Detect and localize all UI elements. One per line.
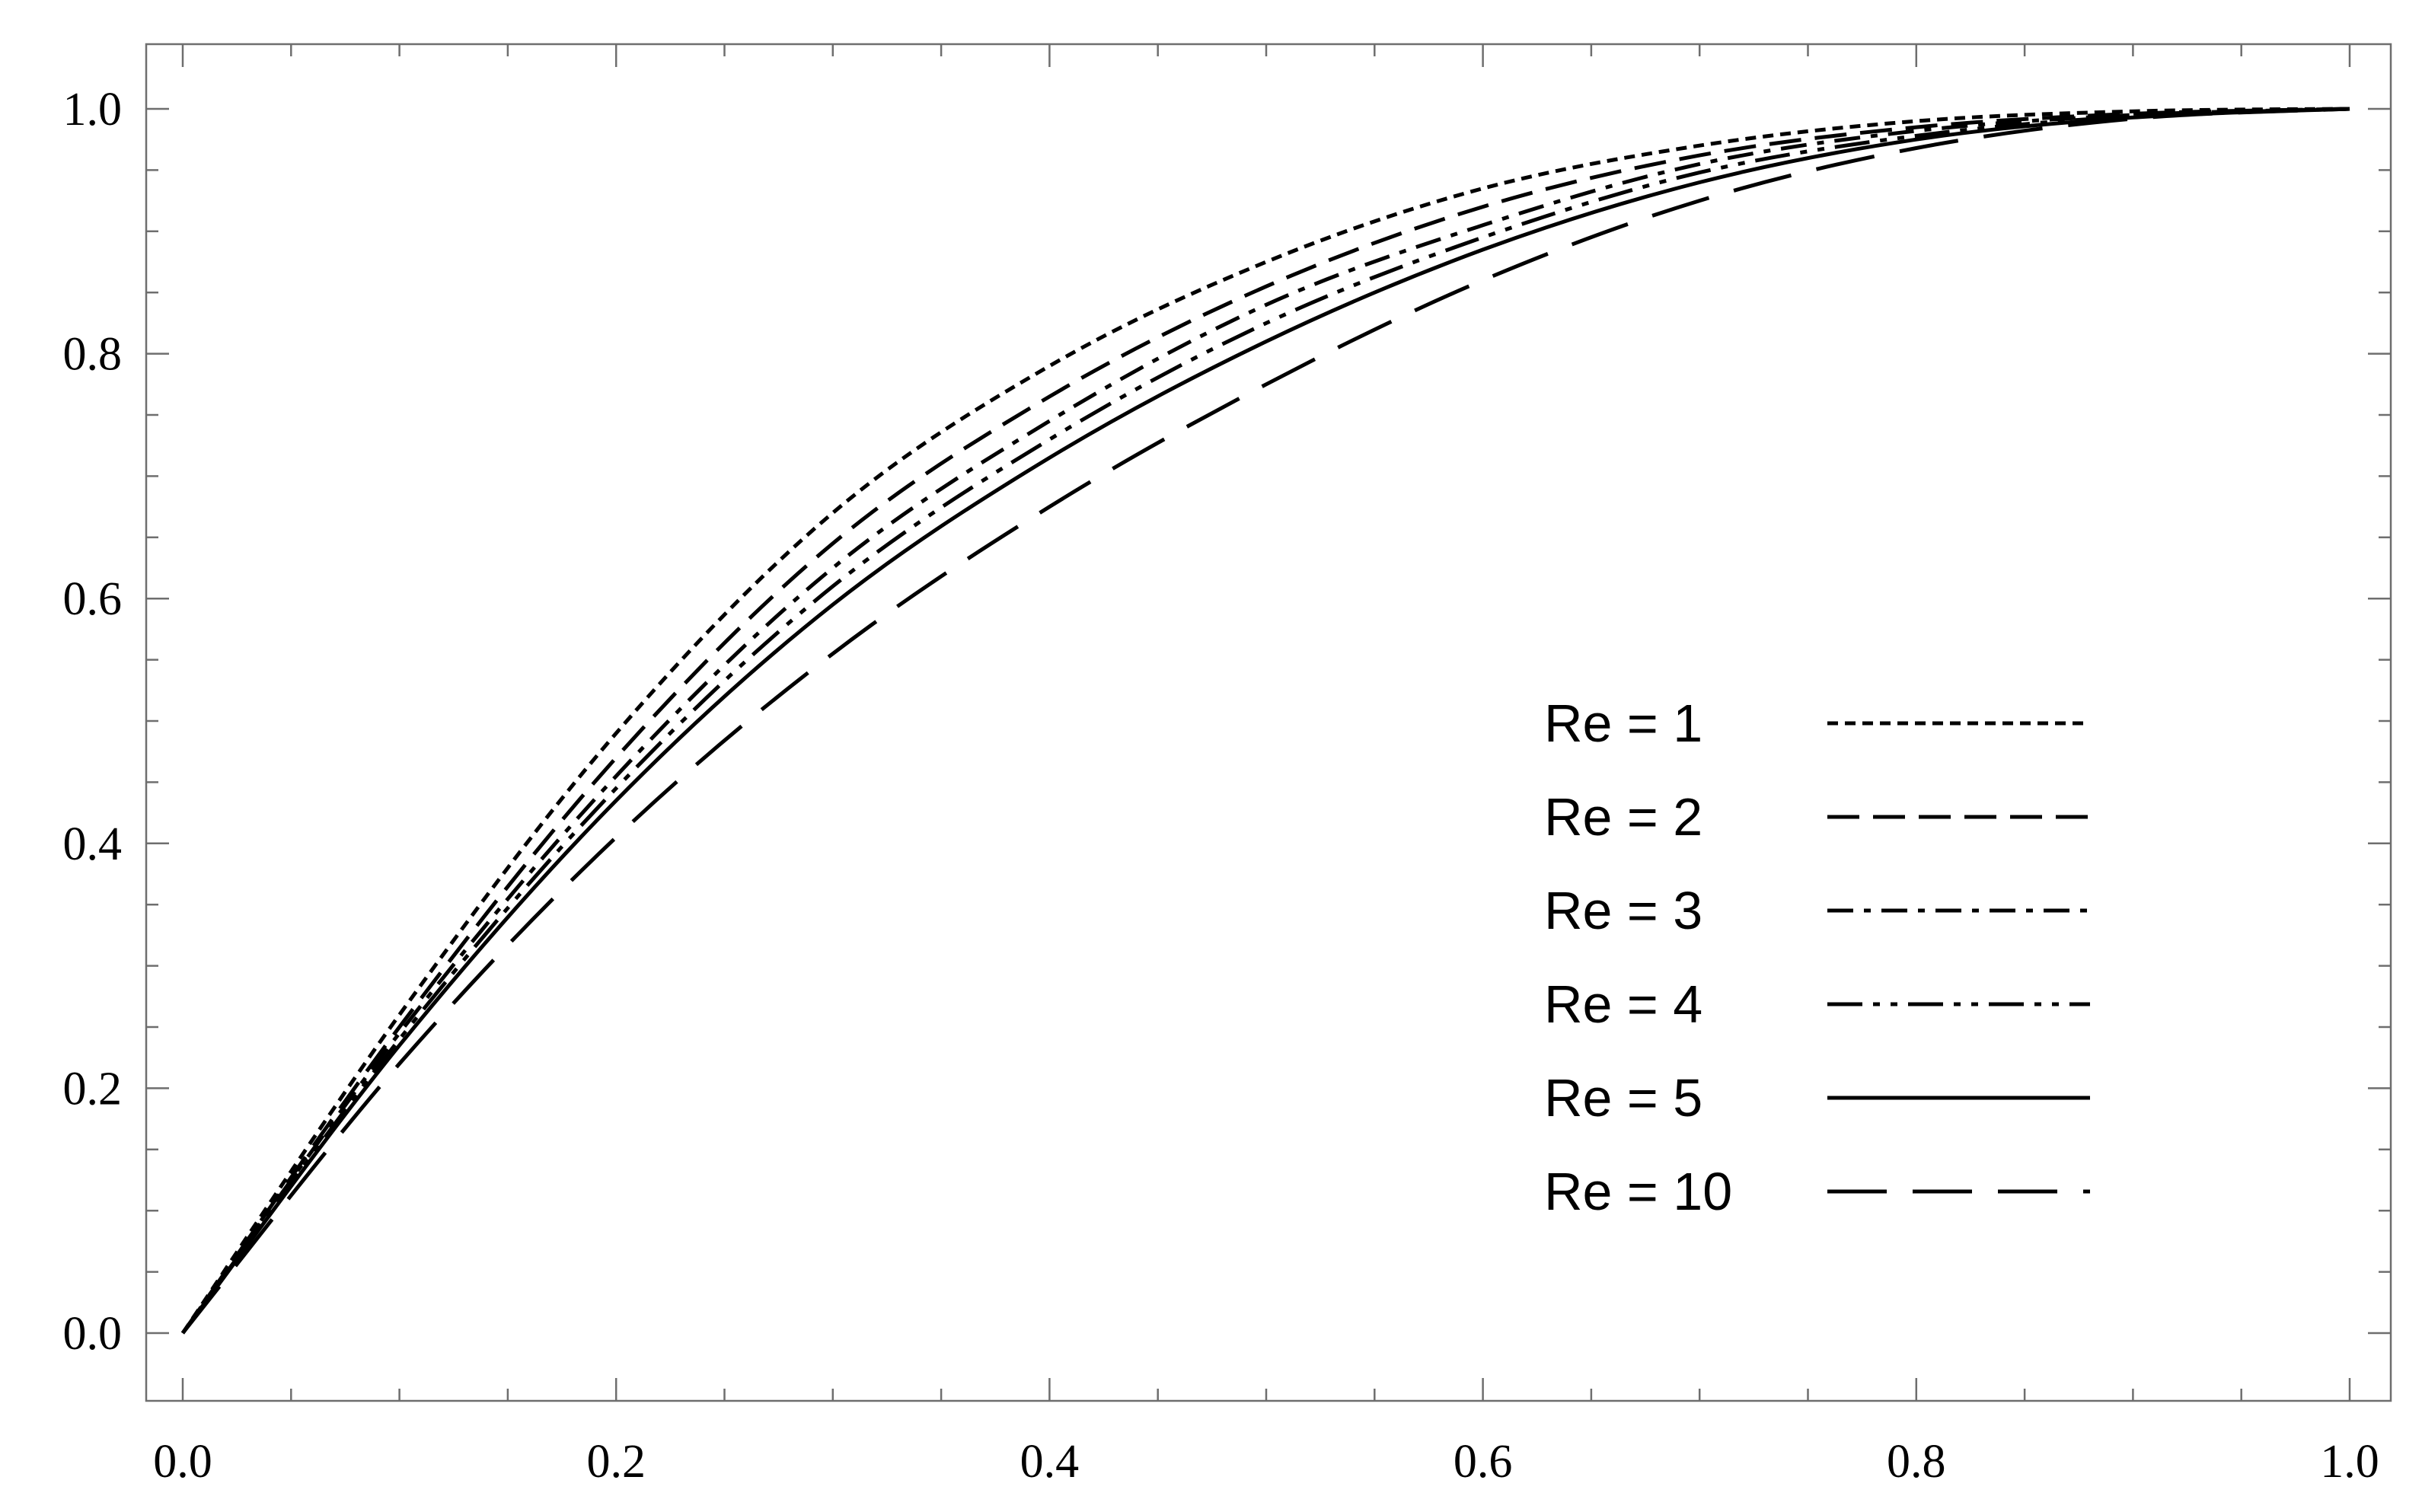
- legend-label: Re = 1: [1544, 694, 1702, 753]
- x-tick-label: 0.4: [1020, 1436, 1080, 1488]
- x-tick-label: 1.0: [2320, 1436, 2379, 1488]
- series-line-4: [180, 107, 2350, 1335]
- series-line-6: [181, 107, 2350, 1335]
- y-tick-label: 0.4: [63, 818, 123, 870]
- y-axis-tick-labels: 0.0 0.2 0.4 0.6 0.8 1.0: [63, 84, 123, 1360]
- legend-label: Re = 3: [1544, 881, 1702, 940]
- x-tick-label: 0.0: [153, 1436, 212, 1488]
- series-line-3: [180, 107, 2350, 1335]
- legend-label: Re = 2: [1544, 787, 1702, 847]
- y-tick-label: 1.0: [63, 84, 123, 136]
- legend: Re = 1 Re = 2 Re = 3 Re = 4 Re = 5 Re = 10: [1544, 694, 2090, 1221]
- y-tick-label: 0.0: [63, 1308, 123, 1360]
- y-tick-label: 0.8: [63, 329, 123, 381]
- plot-border: [145, 43, 2392, 1402]
- legend-label: Re = 10: [1544, 1162, 1732, 1221]
- axis-ticks: [146, 44, 2391, 1401]
- y-tick-label: 0.6: [63, 573, 123, 625]
- plot-frame: [145, 43, 2392, 1402]
- series-line-1: [180, 107, 2350, 1335]
- legend-label: Re = 5: [1544, 1068, 1702, 1128]
- series-line-2: [180, 107, 2350, 1335]
- x-axis-tick-labels: 0.0 0.2 0.4 0.6 0.8 1.0: [153, 1436, 2379, 1488]
- x-tick-label: 0.8: [1887, 1436, 1946, 1488]
- x-tick-label: 0.2: [586, 1436, 646, 1488]
- series-line-5: [181, 107, 2350, 1335]
- y-tick-label: 0.2: [63, 1063, 123, 1115]
- legend-label: Re = 4: [1544, 975, 1702, 1034]
- x-tick-label: 0.6: [1454, 1436, 1513, 1488]
- series-lines: [180, 107, 2350, 1335]
